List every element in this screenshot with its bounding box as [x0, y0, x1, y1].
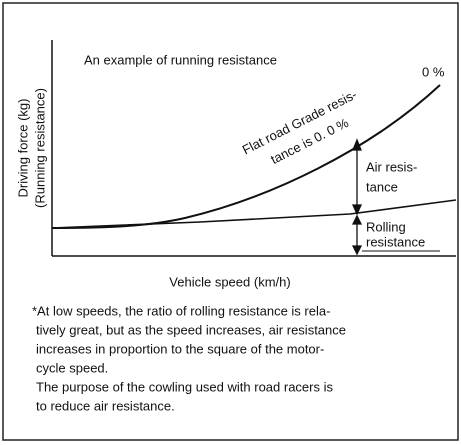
notes: *At low speeds, the ratio of rolling res… — [32, 303, 346, 413]
air-label: tance — [366, 179, 398, 194]
x-axis-label: Vehicle speed (km/h) — [169, 274, 290, 289]
note-line: *At low speeds, the ratio of rolling res… — [32, 303, 330, 318]
note-line: to reduce air resistance. — [36, 398, 175, 413]
total-resistance-curve — [51, 84, 441, 229]
rolling-resistance-line — [51, 199, 457, 229]
rolling-arrow — [351, 214, 363, 256]
note-line: tively great, but as the speed increases… — [36, 322, 346, 337]
title: An example of running resistance — [84, 52, 277, 67]
curve-end-label: 0 % — [422, 64, 445, 79]
air-arrow — [351, 138, 363, 216]
y-axis-label: Driving force (kg) — [15, 99, 30, 198]
note-line: The purpose of the cowling used with roa… — [36, 379, 333, 394]
note-line: increases in proportion to the square of… — [36, 341, 324, 356]
rolling-label: resistance — [366, 234, 425, 249]
frame — [2, 2, 459, 441]
air-label: Air resis- — [366, 159, 417, 174]
y-axis-label: (Running resistance) — [32, 88, 47, 208]
note-line: cycle speed. — [36, 360, 108, 375]
rolling-label: Rolling — [366, 219, 406, 234]
